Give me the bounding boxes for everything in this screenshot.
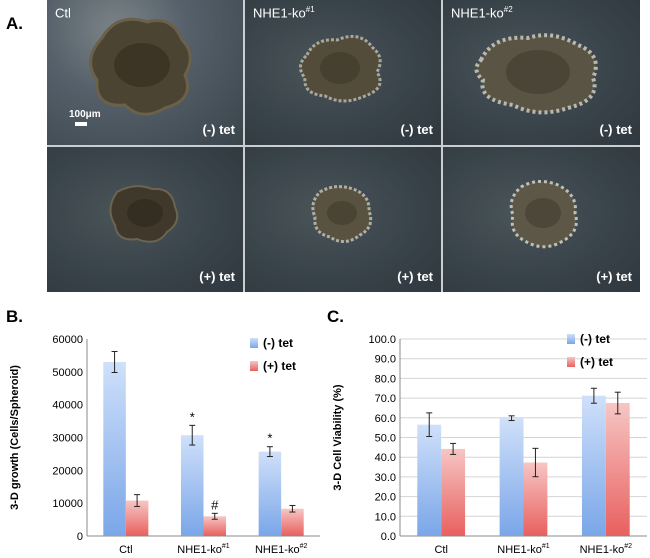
y-tick-label: 20000 bbox=[52, 465, 83, 477]
significance-marker: # bbox=[211, 497, 219, 512]
bar bbox=[203, 516, 227, 536]
y-tick-label: 0.0 bbox=[381, 531, 396, 543]
spheroid-image-ko1-minus-tet: NHE1-ko#1 (-) tet bbox=[245, 0, 441, 145]
legend-swatch bbox=[250, 338, 258, 348]
panel-c-label: C. bbox=[327, 307, 344, 326]
legend-swatch bbox=[250, 361, 258, 371]
treatment-label: (+) tet bbox=[199, 269, 235, 284]
bar bbox=[499, 418, 524, 536]
y-axis-label: 3-D growth (Cells/Spheroid) bbox=[9, 365, 21, 510]
y-tick-label: 60000 bbox=[52, 334, 83, 346]
legend-label: (+) tet bbox=[263, 359, 296, 373]
spheroid-ko1-minus-shape bbox=[299, 34, 382, 103]
significance-marker: * bbox=[267, 431, 272, 446]
x-tick-label: NHE1-ko#1 bbox=[497, 543, 550, 553]
spheroid-ko1-plus-shape bbox=[311, 185, 373, 243]
x-tick-label: Ctl bbox=[119, 544, 132, 553]
x-tick-sup: #2 bbox=[300, 543, 308, 550]
bar bbox=[281, 508, 304, 536]
scale-bar: 100μm bbox=[69, 109, 101, 126]
legend-label: (-) tet bbox=[263, 336, 293, 350]
genotype-label: NHE1-ko#1 bbox=[253, 5, 315, 21]
spheroid-ko2-minus-shape bbox=[474, 33, 598, 115]
growth-chart-svg: 0 10000 20000 30000 40000 50000 60000 3-D growt… bbox=[9, 334, 320, 556]
legend-swatch bbox=[567, 357, 575, 367]
bar bbox=[441, 448, 466, 536]
y-tick-label: 30000 bbox=[52, 433, 83, 445]
treatment-label: (-) tet bbox=[599, 122, 633, 137]
scale-bar-line bbox=[75, 122, 87, 126]
bar bbox=[523, 462, 548, 536]
y-tick-label: 30.0 bbox=[375, 472, 396, 484]
spheroid-image-grid: Ctl 100μm (-) tet NHE1-ko#1 (-) tet NHE1… bbox=[47, 0, 640, 292]
bar bbox=[605, 403, 630, 536]
y-tick-label: 50.0 bbox=[375, 433, 396, 445]
genotype-label: Ctl bbox=[55, 5, 71, 21]
bar bbox=[103, 361, 126, 536]
y-tick-label: 80.0 bbox=[375, 373, 396, 385]
panel-b-label: B. bbox=[6, 307, 23, 326]
significance-marker: * bbox=[190, 409, 195, 424]
treatment-label: (+) tet bbox=[397, 269, 433, 284]
treatment-label: (+) tet bbox=[596, 269, 632, 284]
growth-chart: 0 10000 20000 30000 40000 50000 60000 3-D growt… bbox=[0, 318, 325, 558]
x-tick-sup: #1 bbox=[222, 543, 230, 550]
bar bbox=[417, 424, 442, 536]
y-tick-label: 90.0 bbox=[375, 354, 396, 366]
genotype-label: NHE1-ko#2 bbox=[451, 5, 513, 21]
treatment-label: (-) tet bbox=[202, 122, 236, 137]
y-tick-label: 40.0 bbox=[375, 452, 396, 464]
y-axis-label: 3-D Cell Viability (%) bbox=[332, 384, 344, 490]
y-tick-label: 70.0 bbox=[375, 393, 396, 405]
bar bbox=[180, 435, 204, 536]
y-tick-label: 50000 bbox=[52, 367, 83, 379]
x-tick-sup: #2 bbox=[624, 543, 632, 550]
panel-a-label: A. bbox=[6, 14, 23, 33]
y-tick-label: 10.0 bbox=[375, 511, 396, 523]
y-tick-label: 40000 bbox=[52, 400, 83, 412]
spheroid-ctl-minus-shape bbox=[89, 17, 192, 116]
y-tick-label: 100.0 bbox=[368, 334, 396, 346]
legend-swatch bbox=[567, 334, 575, 344]
spheroid-image-ko1-plus-tet: (+) tet bbox=[245, 147, 441, 292]
x-tick-sup: #1 bbox=[542, 543, 550, 550]
y-tick-label: 20.0 bbox=[375, 492, 396, 504]
bar bbox=[581, 395, 606, 536]
x-tick-label: NHE1-ko#2 bbox=[580, 543, 633, 553]
spheroid-image-ctl-plus-tet: (+) tet bbox=[47, 147, 243, 292]
bar bbox=[258, 451, 282, 536]
viability-chart-svg: 0.0 10.0 20.0 30.0 40.0 50.0 60.0 70.0 80.0 90.0 1… bbox=[332, 332, 647, 556]
spheroid-ko2-plus-shape bbox=[509, 180, 578, 249]
spheroid-image-ctl-minus-tet: Ctl 100μm (-) tet bbox=[47, 0, 243, 145]
y-tick-label: 10000 bbox=[52, 498, 83, 510]
spheroid-image-ko2-plus-tet: (+) tet bbox=[443, 147, 640, 292]
bar bbox=[125, 500, 149, 536]
spheroid-image-ko2-minus-tet: NHE1-ko#2 (-) tet bbox=[443, 0, 640, 145]
treatment-label: (-) tet bbox=[400, 122, 434, 137]
spheroid-ctl-plus-shape bbox=[109, 185, 179, 243]
legend-label: (+) tet bbox=[580, 355, 613, 369]
viability-chart: 0.0 10.0 20.0 30.0 40.0 50.0 60.0 70.0 80.0 90.0 1… bbox=[325, 318, 650, 558]
y-tick-label: 60.0 bbox=[375, 413, 396, 425]
y-tick-label: 0 bbox=[77, 531, 83, 543]
x-tick-label: NHE1-ko#1 bbox=[177, 543, 230, 553]
x-tick-label: NHE1-ko#2 bbox=[255, 543, 308, 553]
x-tick-label: Ctl bbox=[434, 544, 447, 553]
legend-label: (-) tet bbox=[580, 332, 610, 346]
